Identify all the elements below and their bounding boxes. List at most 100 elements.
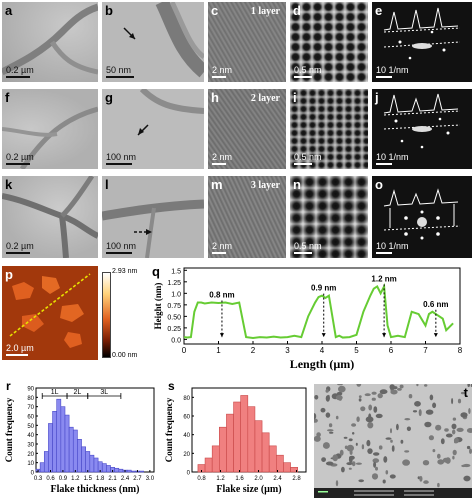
panel-b-image [123,2,204,78]
x-tick-label: 2.4 [273,476,282,482]
panel-t: t [314,384,472,498]
scale-bar: 100 nm [106,241,136,254]
y-tick-label: 60 [27,415,34,421]
sem-flake [351,461,356,467]
sem-flake [361,444,365,450]
histogram-bar [261,432,270,473]
sem-flake [335,415,339,420]
sem-flake [346,462,353,466]
sem-flake [358,395,362,398]
panel-g: g 100 nm [102,89,204,169]
histogram-bar [48,423,53,473]
y-tick-label: 1.5 [171,268,181,275]
x-tick-label: 1.2 [71,476,80,482]
histogram-bar [226,413,234,473]
panel-label: e [375,3,383,18]
band-label: 3L [100,389,108,396]
sem-flake [364,393,371,397]
sem-flake [373,452,380,456]
x-axis-label: Flake thickness (nm) [51,484,140,495]
annotation-arrowhead [433,333,438,338]
sem-flake [469,448,472,454]
sem-flake [452,417,457,421]
histogram-bar [290,467,298,473]
panel-l-image [102,199,204,258]
panel-i: i 0.5 nm [290,89,368,169]
sem-flake [397,388,402,391]
x-tick-label: 2 [251,346,256,355]
x-axis-label: Length (µm) [290,357,355,371]
y-tick-label: 1.0 [171,291,181,298]
y-tick-label: 80 [27,396,34,402]
x-tick-label: 1.6 [235,476,244,482]
panel-label: c [211,3,219,18]
y-tick-label: 0.25 [167,326,181,333]
panel-label: h [211,90,219,105]
annotation-label: 1.2 nm [371,274,396,283]
y-tick-label: 90 [27,387,34,393]
sem-image [314,384,472,498]
panel-f-image [2,106,98,169]
histogram-bar [43,451,49,473]
sem-flake [389,384,395,390]
scale-bar: 2 nm [212,241,232,254]
panel-label: t [463,385,468,400]
sem-flake [375,466,378,471]
histogram-bar [56,398,62,473]
scale-bar: 10 1/nm [376,65,409,78]
panel-h: h 2 layer 2 nm [208,89,286,169]
sem-flake [408,394,413,399]
sem-flake [366,439,371,447]
histogram-bar [204,457,213,473]
sem-flake [468,408,471,414]
x-tick-label: 2.1 [108,476,117,482]
sem-flake [316,432,321,438]
sem-flake [460,412,468,418]
panel-m: m 3 layer 2 nm [208,176,286,258]
sem-flake [445,433,453,438]
sem-flake [371,473,379,480]
sem-flake [460,391,466,395]
y-tick-label: 60 [183,415,190,421]
sem-flake [456,427,464,432]
annotation-label: 0.6 nm [423,300,448,309]
sem-flake [400,439,404,444]
x-tick-label: 8 [458,346,463,355]
x-tick-label: 1.2 [216,476,225,482]
sem-flake [358,398,362,402]
histogram-bar [77,439,82,473]
scale-bar: 0.5 nm [294,241,322,254]
histogram-bar [254,420,263,473]
x-tick-label: 0.6 [46,476,55,482]
annotation-label: 0.8 nm [209,291,234,300]
y-tick-label: 0 [187,471,191,477]
x-tick-label: 2.8 [292,476,301,482]
sem-flake [327,394,330,401]
colorbar-max-label: 2.93 nm [112,268,138,275]
sem-flake [453,437,459,444]
histogram-bar [39,462,45,473]
x-tick-label: 0.9 [59,476,68,482]
histogram-bar [72,429,78,473]
sem-flake [389,474,396,479]
layer-count-label: 1 layer [250,6,280,17]
sem-flake [463,475,471,482]
sem-flake [322,442,330,449]
sem-flake [378,445,383,450]
panel-label: r [6,379,11,393]
panel-label: i [293,90,297,105]
sem-flake [390,428,392,434]
sem-flake [341,466,345,473]
series-line [183,282,454,340]
panel-label: o [375,177,383,192]
sem-flake [404,450,410,453]
x-tick-label: 2.0 [254,476,263,482]
y-tick-label: 0 [31,471,35,477]
y-tick-label: 30 [27,443,34,449]
sem-flake [373,461,377,468]
size-histogram: s 0.8 1.2 1.6 2.0 2.4 2.8 0 20 40 60 80 Flake size … [164,379,307,495]
scale-bar: 2 nm [212,65,232,78]
sem-flake [419,475,423,482]
histogram-bar [81,446,86,473]
sem-flake [414,401,421,407]
